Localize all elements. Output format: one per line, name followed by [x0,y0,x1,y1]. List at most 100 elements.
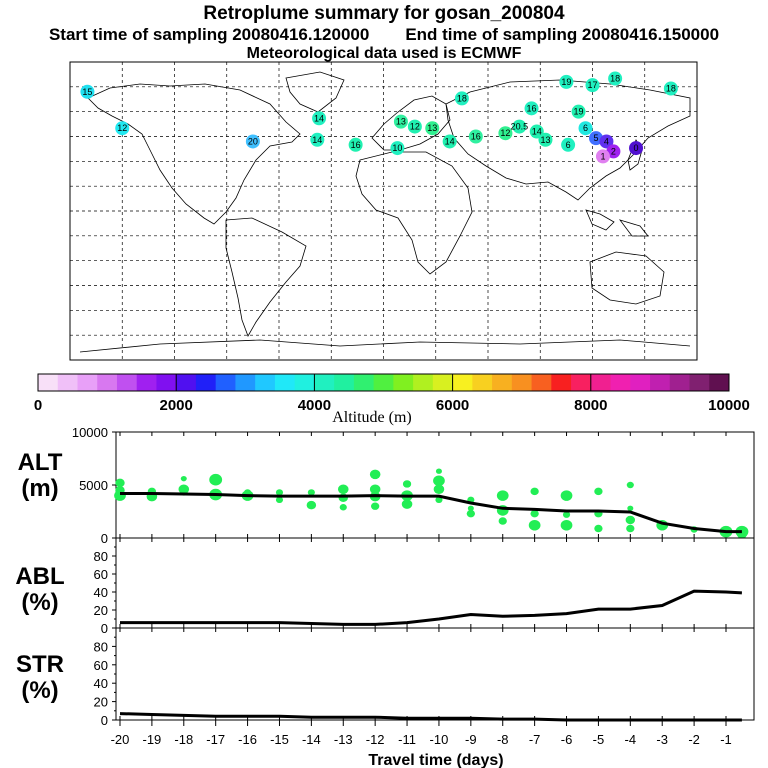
source-marker-label: 4 [604,136,609,146]
source-marker [442,134,457,149]
colorbar-tick-label: 0 [34,397,42,414]
alt-scatter-point [337,484,349,494]
colorbar-cell [432,374,454,391]
africa [355,151,473,275]
source-marker [578,121,593,136]
source-marker-label: 14 [312,135,322,145]
source-marker [312,111,327,126]
source-marker-label: 16 [527,103,537,113]
colorbar-cell [531,374,552,391]
source-marker [595,149,610,164]
colorbar-cell [630,374,651,391]
colorbar-tick-label: 8000 [574,397,607,414]
colorbar-cell [492,374,513,391]
source-marker [425,121,440,136]
y-tick-label: 5000 [79,478,108,493]
x-tick-label: -12 [366,732,385,747]
source-marker [80,84,95,99]
alt-scatter-point [626,524,635,533]
source-marker [454,91,469,106]
x-tick-label: -3 [656,732,668,747]
alt-scatter-point [433,475,445,487]
source-marker-label: 12 [500,128,510,138]
alt-scatter-point [560,490,573,501]
colorbar-cell [709,374,730,391]
alt-scatter-point [180,475,187,482]
colorbar-tick-label: 4000 [298,397,331,414]
y-tick-label: 40 [94,585,108,600]
x-tick-label: -9 [465,732,477,747]
alt-scatter-point [562,511,571,518]
x-axis-title: Travel time (days) [368,752,503,768]
map-gridlines [70,62,697,360]
source-marker [393,114,408,129]
x-tick-label: -10 [430,732,449,747]
source-marker [468,129,483,144]
series-line-abl [120,589,742,626]
source-marker-label: 10 [392,143,402,153]
alt-scatter-point [435,468,442,474]
colorbar-cell [116,374,138,391]
north-america [87,83,301,225]
colorbar-cell [413,374,434,391]
source-marker-label: 6 [583,123,588,133]
source-marker [245,134,260,149]
colorbar-cell [689,374,710,391]
alt-scatter-point [369,469,381,480]
asia [445,79,691,201]
alt-scatter-point [339,504,347,511]
colorbar-cell [255,374,276,391]
source-marker-label: 0 [634,143,639,153]
source-marker-label: 17 [587,80,597,90]
source-marker-label: 6 [566,140,571,150]
alt-scatter-point [498,517,507,525]
colorbar-tick-labels: 0 2000 4000 6000 8000 10000 [34,397,750,414]
alt-scatter-point [625,515,636,525]
alt-scatter-point [307,489,315,496]
source-marker-label: 13 [396,117,406,127]
alt-scatter-point [528,520,541,531]
source-marker [599,134,614,149]
y-tick-label: 20 [94,695,108,710]
source-marker-label: 15 [82,87,92,97]
australia [589,251,665,305]
panel-unit-str: (%) [21,677,58,704]
panel-label-alt: ALT [18,449,63,476]
alt-scatter-point [306,500,317,510]
x-tick-label: -20 [111,732,130,747]
source-marker-label: 13 [427,123,437,133]
panel-unit-alt: (m) [21,475,58,502]
x-tick-label: -16 [238,732,257,747]
source-marker [310,132,325,147]
sampling-times: Start time of sampling 20080416.120000 En… [0,26,768,43]
y-tick-label: 0 [101,713,108,728]
y-tick-label: 0 [101,621,108,636]
colorbar-cell [452,374,473,391]
colorbar-cell [57,374,78,391]
colorbar-cell [571,374,592,391]
alt-scatter-point [178,484,190,494]
alt-scatter-point [369,484,381,494]
colorbar-cell [334,374,355,391]
alt-scatter-point [467,505,474,512]
source-marker-label: 18 [457,93,467,103]
colorbar-cells [38,374,730,391]
alt-scatter-point [435,496,443,504]
panel-unit-abl: (%) [21,589,58,616]
colorbar-cell [373,374,394,391]
alt-scatter-point [275,489,284,496]
source-marker [529,124,544,139]
source-marker [629,141,644,156]
y-tick-label: 80 [94,639,108,654]
source-marker [538,132,553,147]
source-marker-label: 14 [314,113,324,123]
x-tick-label: -2 [688,732,700,747]
source-marker [498,126,513,141]
source-marker [606,144,621,159]
source-marker [115,121,130,136]
alt-scatter-point [626,481,634,489]
source-marker-label: 14 [445,136,455,146]
altitude-colorbar: 0 2000 4000 6000 8000 10000 Altitude (m) [34,373,750,426]
colorbar-cell [176,374,197,391]
